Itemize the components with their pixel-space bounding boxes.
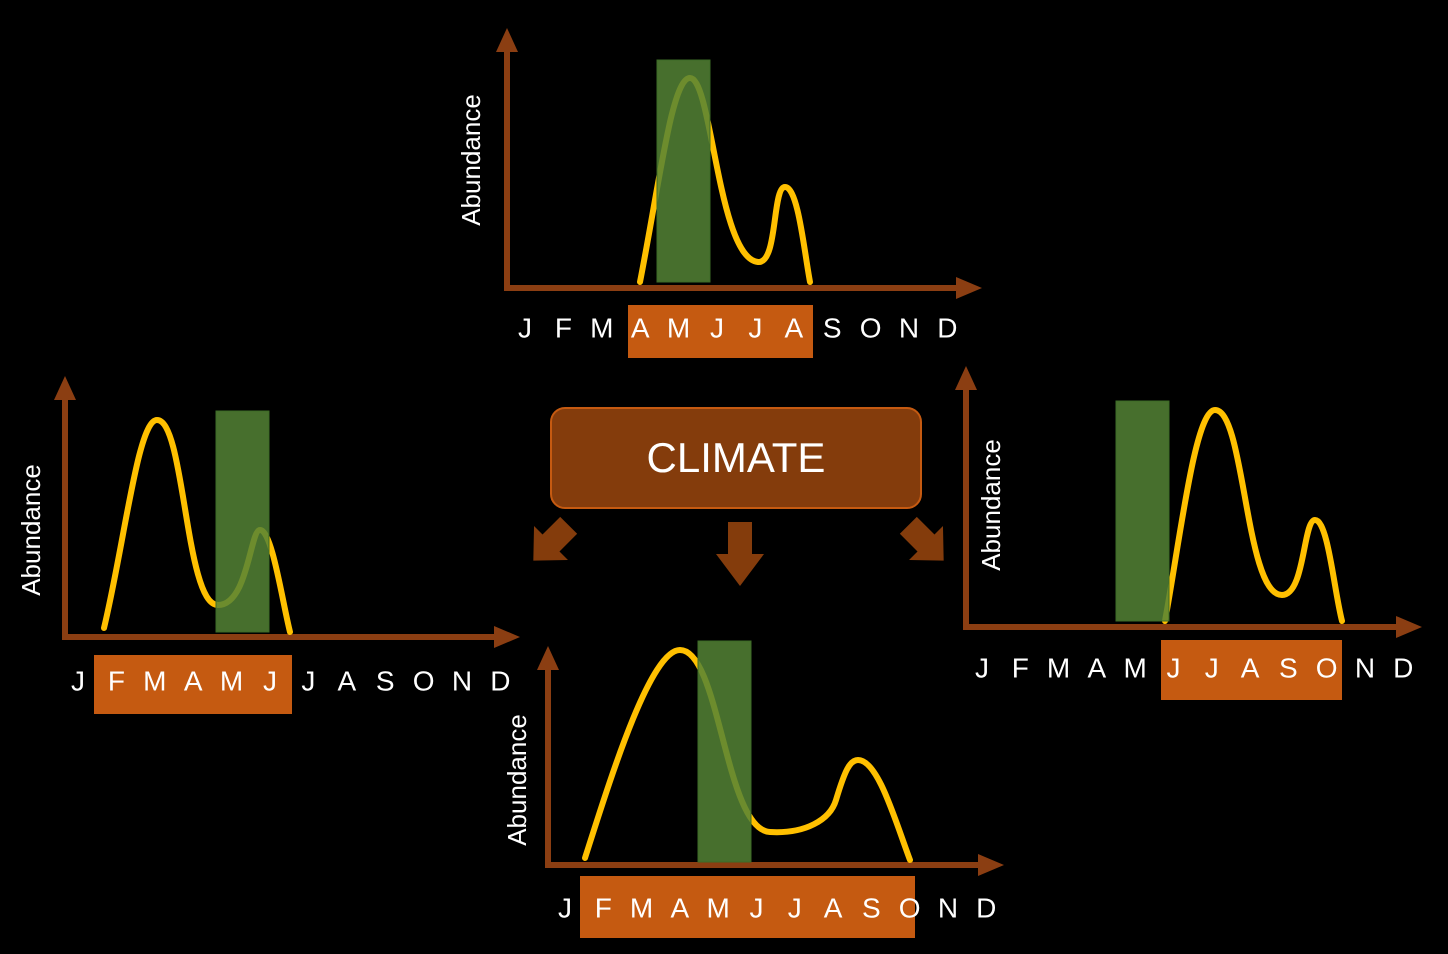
x-axis-arrowhead [956, 277, 982, 299]
resource-window [1115, 400, 1170, 622]
month-label: J [558, 892, 572, 923]
x-axis-arrowhead [978, 854, 1004, 876]
month-label: F [1012, 652, 1029, 683]
month-label: M [1047, 652, 1070, 683]
month-label: S [376, 665, 395, 696]
month-label: J [975, 652, 989, 683]
month-label: J [518, 312, 532, 343]
month-label: D [490, 665, 510, 696]
month-label: M [143, 665, 166, 696]
arrow [716, 522, 764, 586]
month-label: D [1393, 652, 1413, 683]
resource-window [215, 410, 270, 633]
y-axis-label: Abundance [456, 94, 486, 226]
month-label: A [184, 665, 203, 696]
month-label: S [823, 312, 842, 343]
month-label: A [631, 312, 650, 343]
month-label: M [707, 892, 730, 923]
x-axis-arrowhead [1396, 616, 1422, 638]
month-label: S [862, 892, 881, 923]
month-label: A [784, 312, 803, 343]
month-label: A [1088, 652, 1107, 683]
month-label: O [899, 892, 921, 923]
month-label: D [976, 892, 996, 923]
month-label: F [108, 665, 125, 696]
month-label: D [937, 312, 957, 343]
month-label: J [748, 312, 762, 343]
x-axis-arrowhead [494, 626, 520, 648]
arrow [899, 516, 944, 561]
month-label: N [1355, 652, 1375, 683]
y-axis-label: Abundance [976, 439, 1006, 571]
month-label: F [555, 312, 572, 343]
resource-window [697, 640, 752, 863]
y-axis-label: Abundance [16, 464, 46, 596]
season-highlight [94, 655, 292, 714]
climate-label: CLIMATE [647, 434, 826, 481]
month-label: J [788, 892, 802, 923]
month-label: J [263, 665, 277, 696]
y-axis-label: Abundance [502, 714, 532, 846]
abundance-curve [1162, 406, 1345, 624]
climate-arrows [533, 516, 944, 586]
climate-box [550, 407, 922, 509]
resource-window [656, 59, 711, 283]
month-label: M [630, 892, 653, 923]
month-label: A [1241, 652, 1260, 683]
y-axis-arrowhead [537, 646, 559, 670]
month-label: J [750, 892, 764, 923]
month-label: M [220, 665, 243, 696]
season-highlight [1161, 640, 1342, 700]
month-label: S [1279, 652, 1298, 683]
y-axis-arrowhead [496, 28, 518, 52]
arrow [533, 516, 578, 561]
month-label: J [1167, 652, 1181, 683]
month-label: J [710, 312, 724, 343]
month-label: J [301, 665, 315, 696]
month-label: O [1316, 652, 1338, 683]
month-label: N [938, 892, 958, 923]
month-label: A [824, 892, 843, 923]
season-highlight [628, 305, 813, 358]
month-label: O [413, 665, 435, 696]
month-label: F [595, 892, 612, 923]
month-label: O [860, 312, 882, 343]
month-label: N [899, 312, 919, 343]
month-label: M [1124, 652, 1147, 683]
y-axis-arrowhead [955, 366, 977, 390]
month-label: A [671, 892, 690, 923]
month-label: J [1205, 652, 1219, 683]
month-label: J [71, 665, 85, 696]
season-highlight [580, 876, 915, 938]
month-label: M [667, 312, 690, 343]
month-label: A [337, 665, 356, 696]
month-label: N [452, 665, 472, 696]
abundance-curve [582, 646, 913, 863]
month-label: M [590, 312, 613, 343]
y-axis-arrowhead [54, 376, 76, 400]
